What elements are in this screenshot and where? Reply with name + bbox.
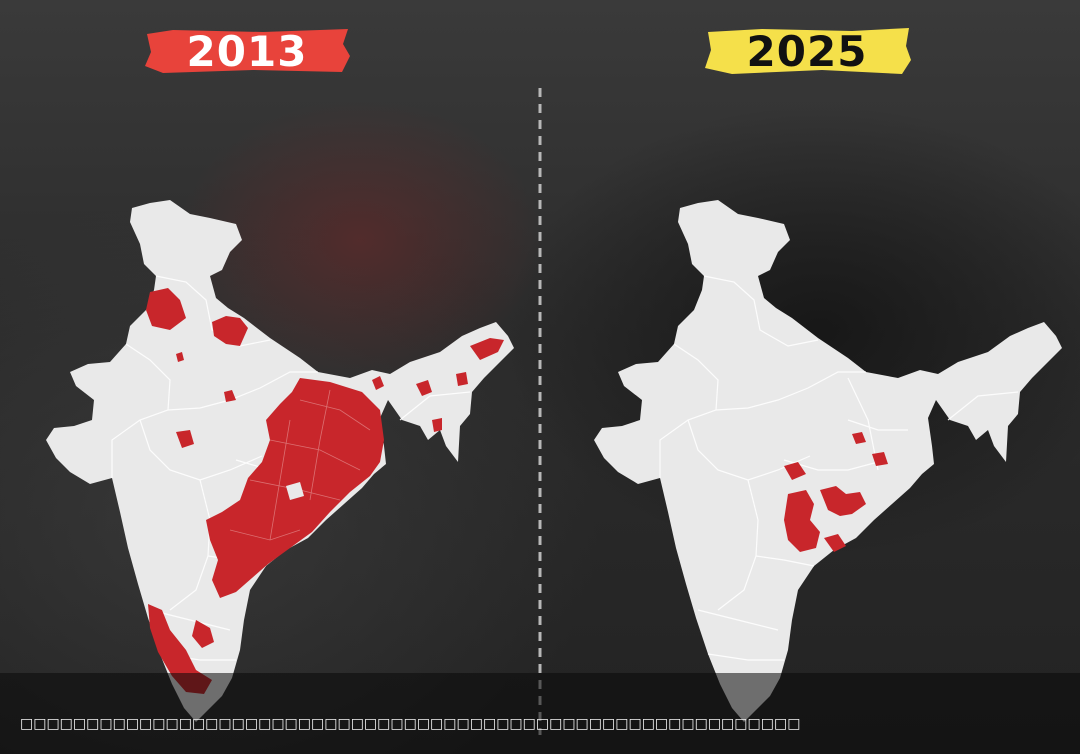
caption-bar	[0, 673, 1080, 754]
unaffected-pockets-2013	[250, 428, 304, 500]
brush-stroke-yellow	[705, 28, 911, 74]
year-badge-2013: 2013	[143, 26, 351, 76]
brush-stroke-red	[145, 29, 350, 73]
state-borders-2025	[659, 275, 1019, 661]
caption-text: □□□□□□□□□□□□□□□□□□□□□□□□□□□□□□□□□□□□□□□□…	[20, 716, 801, 732]
year-label-left: 2013	[186, 26, 308, 76]
affected-districts-2025	[784, 432, 888, 552]
landmass-2025	[594, 200, 1062, 722]
year-badge-2025: 2025	[702, 26, 912, 76]
year-label-right: 2025	[746, 26, 868, 76]
